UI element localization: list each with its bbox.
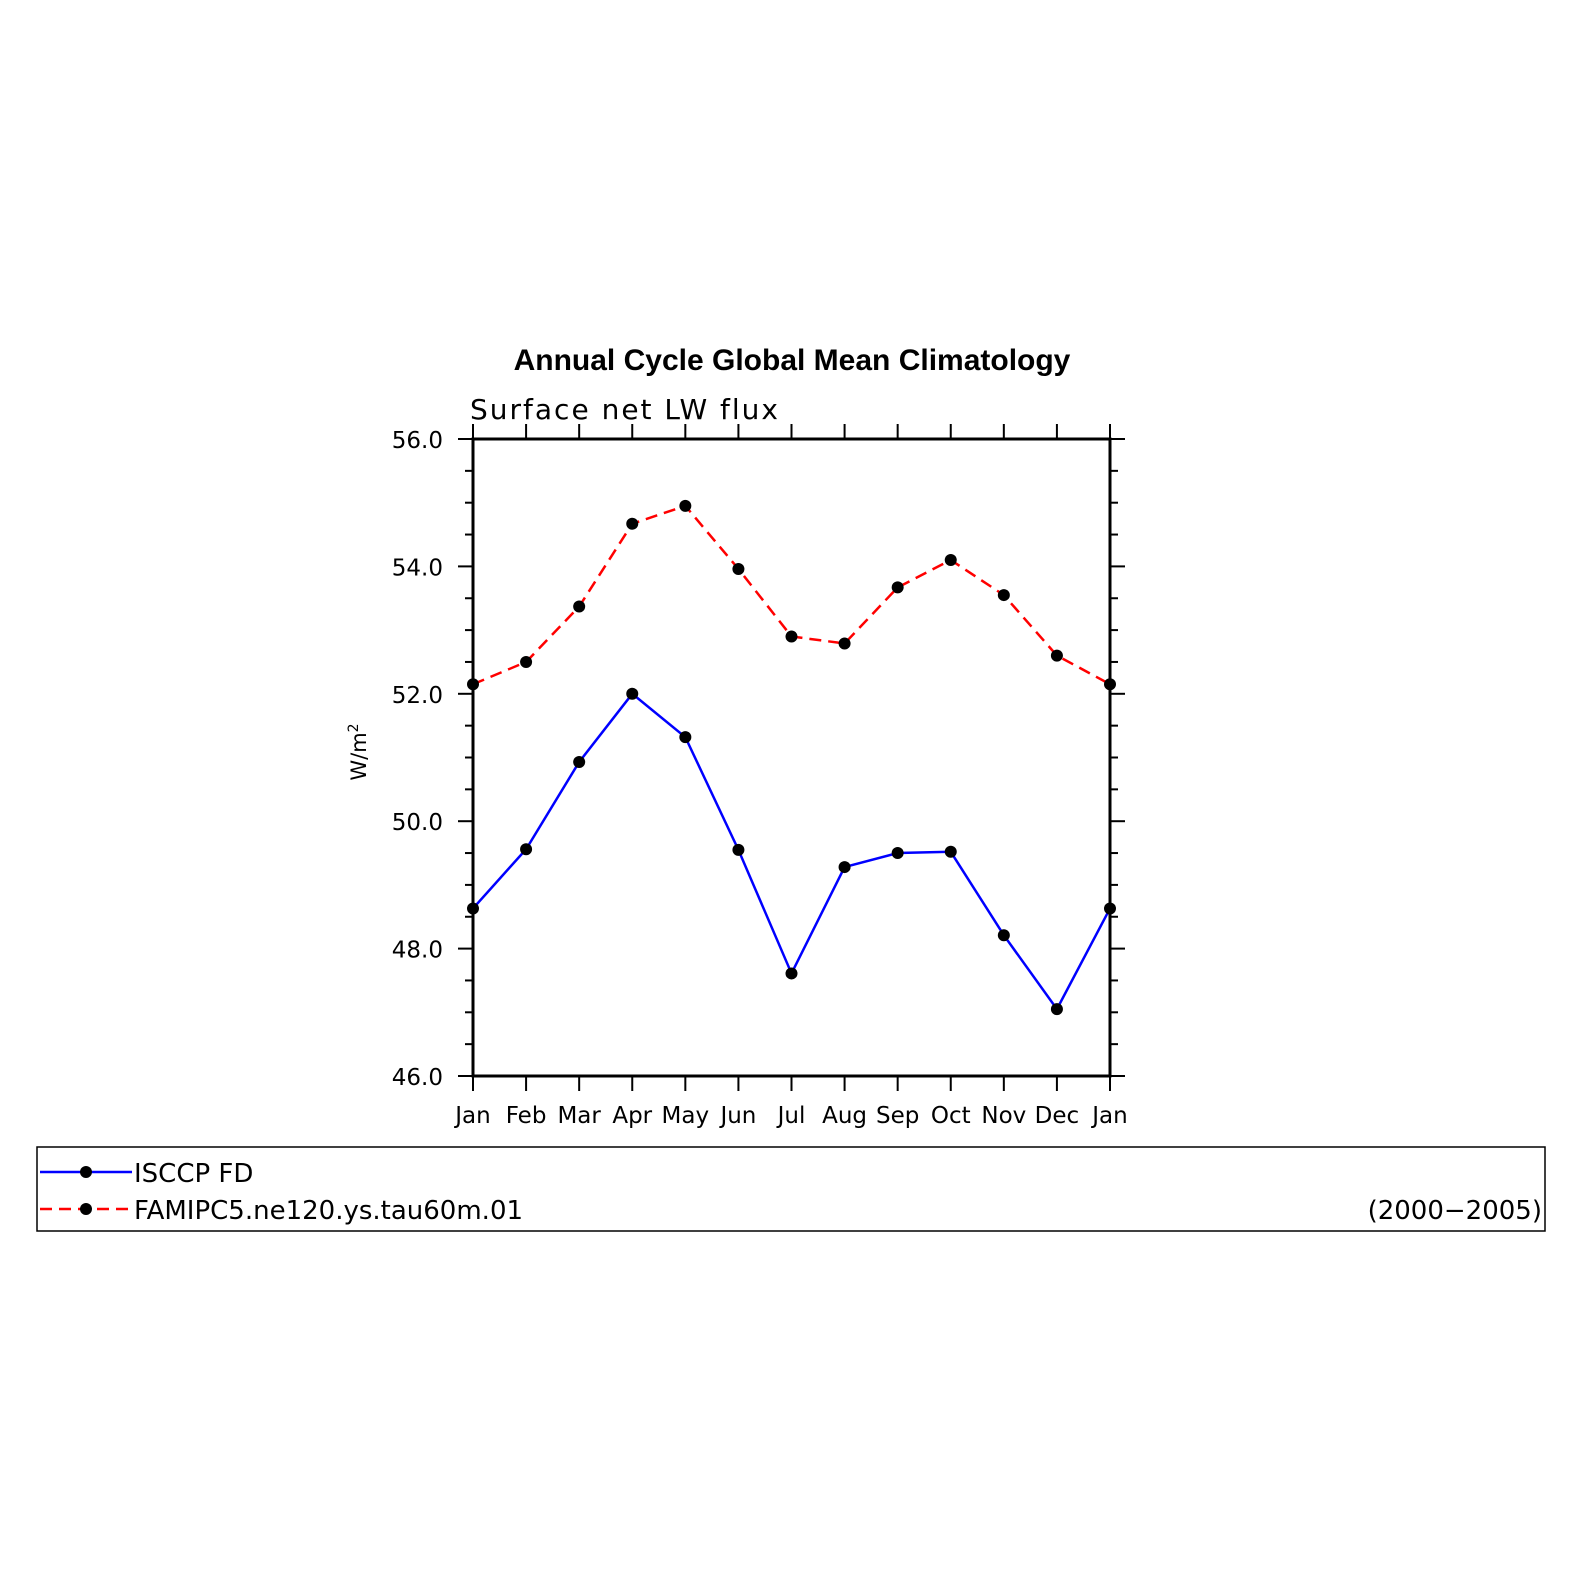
y-tick-label: 50.0 xyxy=(392,810,443,836)
x-tick-labels: Jan Feb Mar Apr May Jun Jul Aug Sep Oct Nov Dec Jan xyxy=(453,1103,1127,1129)
y-tick-label: 46.0 xyxy=(392,1065,443,1091)
y-tick-label: 52.0 xyxy=(392,683,443,709)
y-tick-label: 48.0 xyxy=(392,938,443,964)
x-tick-label: Sep xyxy=(876,1103,919,1129)
legend-label-1: ISCCP FD xyxy=(134,1159,253,1189)
series-line-1 xyxy=(472,692,1112,1012)
x-tick-label: May xyxy=(662,1103,710,1129)
series-1-point xyxy=(997,929,1010,942)
series-1-point xyxy=(732,843,745,856)
series-2-point xyxy=(997,589,1010,602)
series-1-point xyxy=(785,967,798,980)
y-axis-label-unit: W/m xyxy=(347,732,371,780)
series-2-point xyxy=(1050,649,1063,662)
series-1-point xyxy=(944,845,957,858)
legend-box xyxy=(36,1146,1546,1232)
y-tick-label: 56.0 xyxy=(392,428,443,454)
series-1-point xyxy=(1104,902,1116,915)
x-tick-label: Nov xyxy=(981,1103,1026,1129)
series-1-point xyxy=(626,687,639,700)
x-tick-label: Oct xyxy=(931,1103,971,1129)
series-2-point xyxy=(520,655,533,668)
x-tick-label: Jul xyxy=(776,1103,806,1129)
y-tick-label: 54.0 xyxy=(392,555,443,581)
chart-title: Annual Cycle Global Mean Climatology xyxy=(514,344,1071,377)
y-axis-label: W/m2 xyxy=(346,723,371,780)
series-2-point xyxy=(467,678,479,691)
x-tick-label: Mar xyxy=(557,1103,601,1129)
series-1-point xyxy=(520,843,533,856)
series-2-point xyxy=(891,581,904,594)
series-1-point xyxy=(679,731,692,744)
series-1-point xyxy=(573,755,586,768)
legend-period-note: (2000−2005) xyxy=(1368,1196,1542,1226)
chart-subtitle: Surface net LW flux xyxy=(470,393,780,426)
x-tick-label: Dec xyxy=(1035,1103,1080,1129)
series-2-point xyxy=(1104,678,1116,691)
x-tick-label: Jan xyxy=(1090,1103,1127,1129)
series-1-point xyxy=(891,847,904,860)
legend-items: ISCCP FD FAMIPC5.ne120.ys.tau60m.01 xyxy=(40,1159,523,1226)
series-2-point xyxy=(573,600,586,613)
x-tick-label: Jun xyxy=(718,1103,756,1129)
x-tick-label: Feb xyxy=(506,1103,547,1129)
plot-axes xyxy=(458,424,1125,1091)
series-2-point xyxy=(679,499,692,512)
series-2-point xyxy=(944,554,957,567)
series-2-point xyxy=(626,517,639,530)
x-tick-label: Jan xyxy=(453,1103,490,1129)
x-tick-label: Apr xyxy=(612,1103,652,1129)
legend-marker-2 xyxy=(80,1203,92,1215)
series-line-2 xyxy=(472,504,1111,686)
legend-label-2: FAMIPC5.ne120.ys.tau60m.01 xyxy=(134,1196,523,1226)
series-2-point xyxy=(732,562,745,575)
series-1-point xyxy=(467,902,479,915)
series-layer xyxy=(467,499,1116,1016)
y-tick-labels: 46.0 48.0 50.0 52.0 54.0 56.0 xyxy=(392,428,443,1091)
legend-marker-1 xyxy=(80,1166,92,1178)
series-1-point xyxy=(1050,1003,1063,1016)
x-tick-label: Aug xyxy=(822,1103,867,1129)
series-2-point xyxy=(785,630,798,643)
legend: ISCCP FD FAMIPC5.ne120.ys.tau60m.01 (2000… xyxy=(36,1146,1546,1232)
plot-frame xyxy=(471,437,1112,1078)
series-2-point xyxy=(838,637,851,650)
y-axis-label-superscript: 2 xyxy=(346,723,362,732)
series-1-point xyxy=(838,861,851,874)
